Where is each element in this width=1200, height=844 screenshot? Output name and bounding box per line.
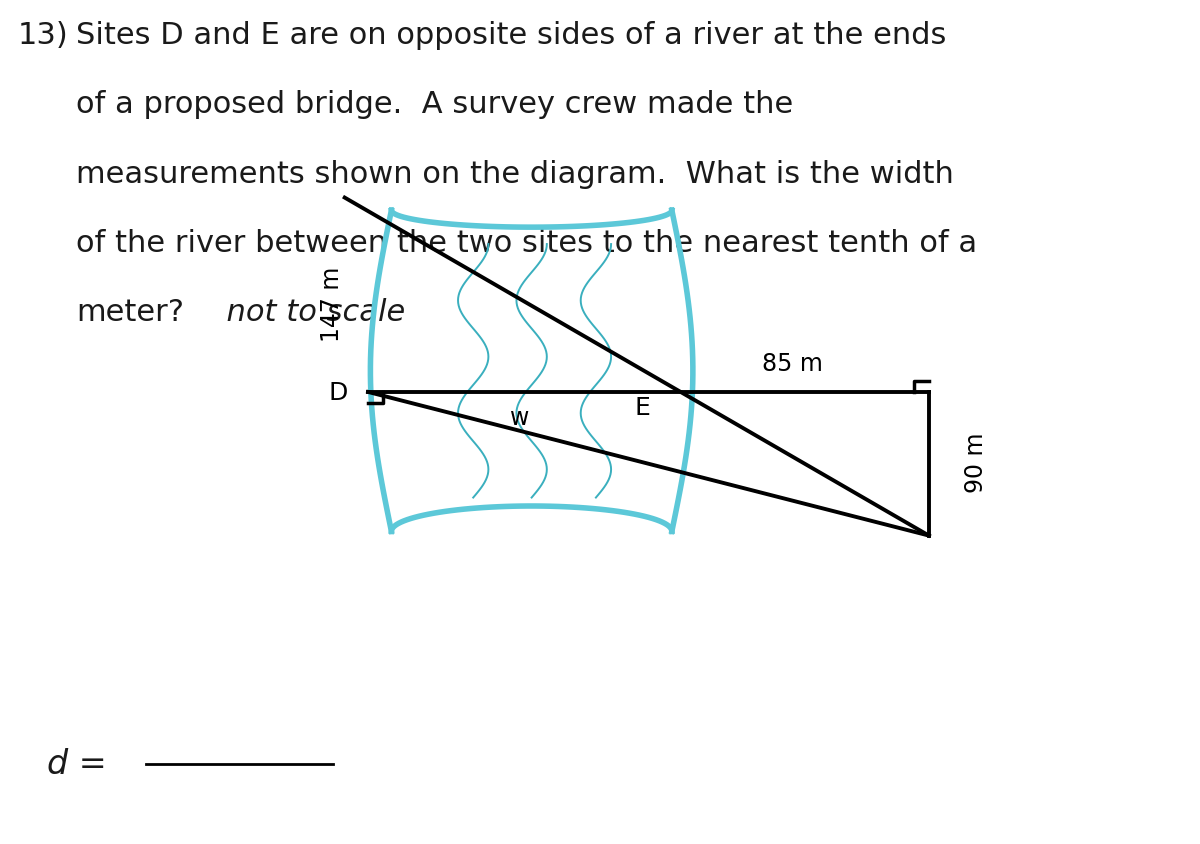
Text: E: E	[635, 396, 650, 419]
Text: d =: d =	[47, 747, 107, 780]
Text: 90 m: 90 m	[964, 432, 988, 493]
Text: 147 m: 147 m	[319, 266, 343, 342]
Text: D: D	[329, 381, 348, 404]
Text: w: w	[510, 406, 529, 430]
Text: of the river between the two sites to the nearest tenth of a: of the river between the two sites to th…	[76, 229, 977, 257]
Text: measurements shown on the diagram.  What is the width: measurements shown on the diagram. What …	[76, 160, 954, 188]
Text: of a proposed bridge.  A survey crew made the: of a proposed bridge. A survey crew made…	[76, 90, 793, 119]
Text: Sites D and E are on opposite sides of a river at the ends: Sites D and E are on opposite sides of a…	[76, 21, 947, 50]
Text: 85 m: 85 m	[762, 352, 823, 376]
Text: meter?: meter?	[76, 298, 184, 327]
Text: not to scale: not to scale	[206, 298, 406, 327]
Polygon shape	[371, 211, 692, 532]
Text: 13): 13)	[18, 21, 68, 50]
